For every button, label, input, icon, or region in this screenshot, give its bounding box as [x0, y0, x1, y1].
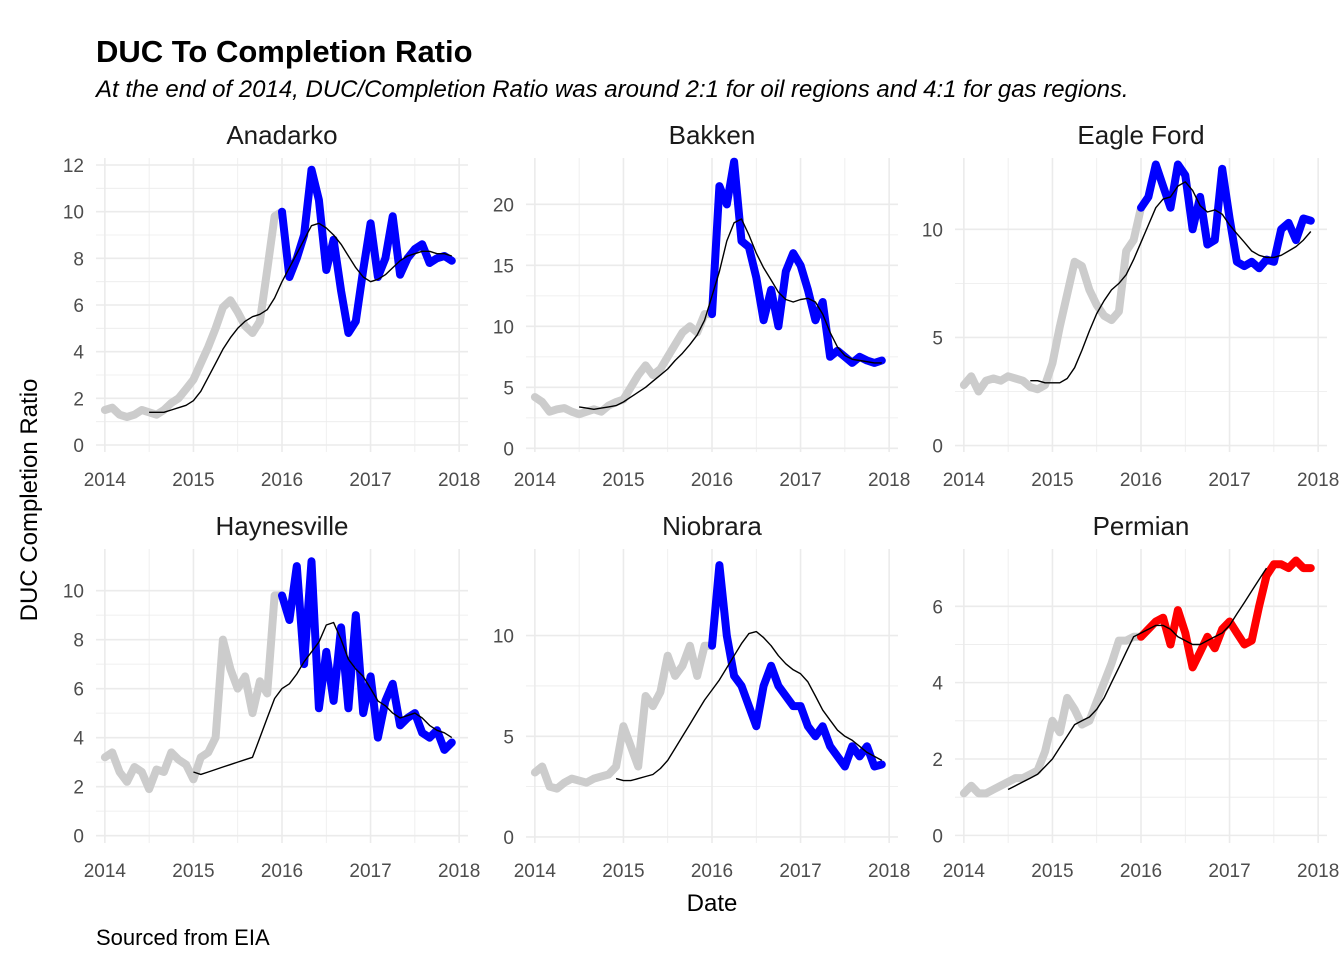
y-tick-label: 10 — [922, 220, 943, 241]
series-line-recent-bakken — [708, 157, 886, 367]
x-tick-label: 2014 — [514, 861, 557, 882]
y-tick-label: 4 — [73, 729, 84, 750]
x-tick-label: 2014 — [84, 861, 127, 882]
y-tick-label: 12 — [63, 156, 84, 177]
x-tick-label: 2018 — [438, 861, 480, 882]
panel-title-bakken: Bakken — [669, 120, 756, 150]
y-tick-label: 4 — [73, 343, 84, 364]
y-tick-label: 0 — [73, 827, 84, 848]
panel-title-haynesville: Haynesville — [216, 511, 349, 541]
y-tick-label: 20 — [493, 195, 514, 216]
chart-subtitle: At the end of 2014, DUC/Completion Ratio… — [96, 76, 1129, 103]
x-tick-label: 2018 — [438, 470, 480, 491]
series-line-trend-haynesville — [193, 621, 453, 776]
y-tick-label: 0 — [932, 826, 943, 847]
panel-title-permian: Permian — [1093, 511, 1190, 541]
y-tick-label: 0 — [73, 436, 84, 457]
x-tick-label: 2016 — [691, 861, 733, 882]
chart-title: DUC To Completion Ratio — [96, 34, 473, 69]
series-line-history-eagle-ford — [959, 203, 1145, 396]
series-line-recent-anadarko — [278, 165, 456, 337]
y-tick-label: 0 — [503, 828, 514, 849]
x-tick-label: 2015 — [1031, 861, 1073, 882]
y-tick-label: 10 — [493, 627, 514, 648]
x-tick-label: 2015 — [172, 470, 214, 491]
series-line-recent-permian — [1137, 556, 1315, 672]
x-tick-label: 2016 — [1120, 470, 1162, 491]
y-tick-label: 10 — [493, 317, 514, 338]
x-tick-label: 2018 — [868, 861, 910, 882]
x-tick-label: 2017 — [779, 470, 821, 491]
x-axis-title: Date — [687, 890, 738, 917]
x-tick-label: 2015 — [1031, 470, 1073, 491]
x-tick-label: 2016 — [261, 470, 303, 491]
x-tick-label: 2015 — [172, 861, 214, 882]
y-tick-label: 2 — [73, 389, 84, 410]
y-tick-label: 0 — [503, 439, 514, 460]
x-tick-label: 2016 — [691, 470, 733, 491]
series-line-recent-haynesville — [278, 557, 456, 754]
y-tick-label: 10 — [63, 582, 84, 603]
y-tick-label: 10 — [63, 203, 84, 224]
x-tick-label: 2016 — [1120, 861, 1162, 882]
series-line-history-anadarko — [100, 207, 286, 421]
x-tick-label: 2017 — [349, 470, 391, 491]
x-tick-label: 2018 — [1297, 861, 1339, 882]
y-axis-title: DUC Completion Ratio — [16, 379, 43, 622]
x-tick-label: 2017 — [1208, 470, 1250, 491]
series-line-trend-permian — [1007, 567, 1268, 791]
series-line-recent-eagle-ford — [1137, 160, 1315, 273]
series-line-trend-bakken — [578, 218, 882, 410]
x-tick-label: 2015 — [602, 861, 644, 882]
y-tick-label: 5 — [932, 328, 943, 349]
y-tick-label: 6 — [73, 680, 84, 701]
x-tick-label: 2014 — [84, 470, 127, 491]
y-tick-label: 4 — [932, 674, 943, 695]
x-tick-label: 2017 — [349, 861, 391, 882]
chart-caption: Sourced from EIA — [96, 925, 270, 950]
x-tick-label: 2014 — [943, 470, 986, 491]
y-tick-label: 2 — [73, 778, 84, 799]
y-tick-label: 2 — [932, 750, 943, 771]
x-tick-label: 2018 — [868, 470, 910, 491]
y-tick-label: 6 — [932, 597, 943, 618]
series-line-recent-niobrara — [708, 561, 886, 771]
y-tick-label: 5 — [503, 378, 514, 399]
y-tick-label: 6 — [73, 296, 84, 317]
panel-title-niobrara: Niobrara — [662, 511, 762, 541]
series-line-trend-eagle-ford — [1030, 181, 1312, 384]
y-tick-label: 8 — [73, 249, 84, 270]
x-tick-label: 2017 — [1208, 861, 1250, 882]
series-line-history-permian — [959, 632, 1145, 798]
x-tick-label: 2018 — [1297, 470, 1339, 491]
series-line-trend-niobrara — [615, 630, 883, 782]
series-line-history-bakken — [530, 310, 716, 419]
series-line-history-haynesville — [100, 591, 286, 794]
x-tick-label: 2015 — [602, 470, 644, 491]
series-line-trend-anadarko — [149, 222, 453, 413]
x-tick-label: 2016 — [261, 861, 303, 882]
series-line-history-niobrara — [530, 641, 716, 793]
y-tick-label: 8 — [73, 631, 84, 652]
x-tick-label: 2014 — [514, 470, 557, 491]
panel-title-eagle-ford: Eagle Ford — [1077, 120, 1204, 150]
y-tick-label: 15 — [493, 256, 514, 277]
x-tick-label: 2014 — [943, 861, 986, 882]
panel-title-anadarko: Anadarko — [226, 120, 337, 150]
x-tick-label: 2017 — [779, 861, 821, 882]
y-tick-label: 5 — [503, 727, 514, 748]
y-tick-label: 0 — [932, 437, 943, 458]
